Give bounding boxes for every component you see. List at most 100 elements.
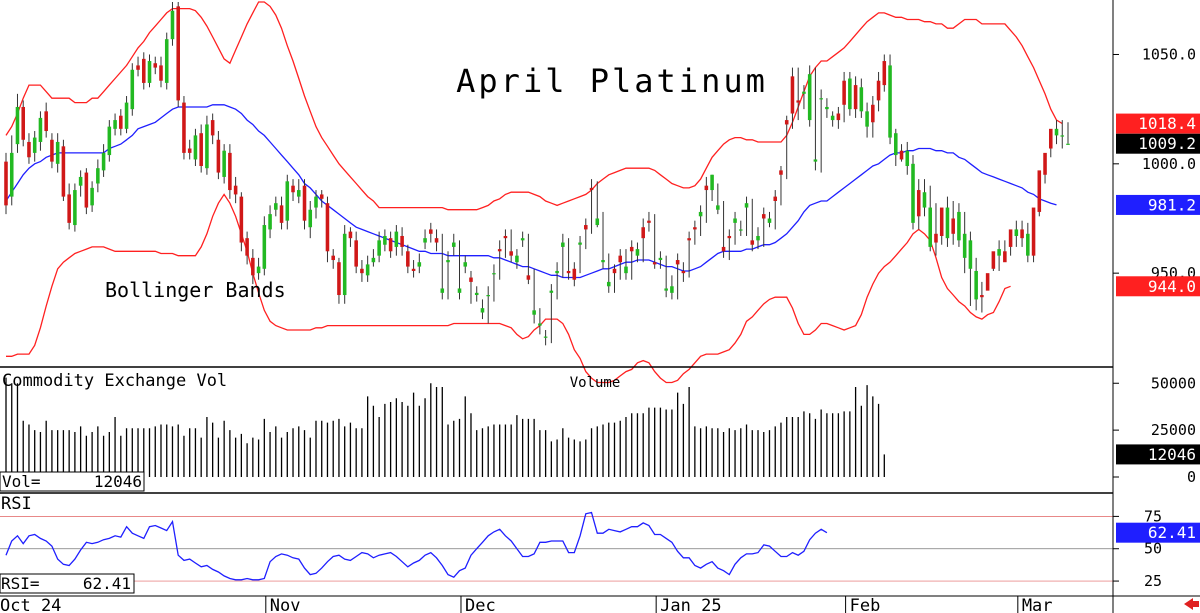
- candle-body: [251, 257, 255, 276]
- candle-body: [348, 231, 353, 239]
- candle-body: [32, 137, 37, 153]
- price-badge: [1116, 194, 1200, 215]
- volume-bars: [5, 377, 885, 477]
- candle-body: [96, 168, 100, 184]
- candle-body: [400, 235, 404, 247]
- candle-body: [624, 266, 628, 274]
- candle-body: [331, 255, 335, 261]
- candle-body: [928, 207, 933, 247]
- candle-body: [210, 120, 215, 136]
- candle-body: [710, 174, 714, 191]
- candle-body: [73, 190, 77, 226]
- candle-body: [509, 251, 513, 256]
- candle-body: [279, 205, 284, 223]
- candle-body: [750, 240, 755, 245]
- candle-body: [434, 238, 439, 243]
- candle-body: [337, 262, 341, 296]
- candle-body: [55, 141, 60, 164]
- candle-body: [652, 262, 657, 265]
- candle-body: [922, 192, 927, 208]
- candle-body: [153, 63, 158, 68]
- candle-body: [957, 211, 961, 241]
- candle-body: [733, 218, 737, 223]
- candle-body: [595, 218, 600, 226]
- rsi-panel: 75 50 25 62.41 RSI RSI= 62.41: [0, 494, 1200, 594]
- candle-body: [842, 80, 846, 105]
- candle-body: [308, 209, 313, 228]
- candle-body: [698, 211, 703, 217]
- candle-body: [647, 220, 651, 223]
- candle-body: [807, 74, 812, 121]
- candlesticks: [4, 2, 1070, 346]
- volume-subtitle: Volume: [570, 375, 621, 391]
- candle-body: [1054, 128, 1059, 136]
- candle-body: [1008, 229, 1013, 247]
- candle-body: [859, 87, 864, 112]
- candle-body: [606, 281, 611, 287]
- candle-body: [618, 255, 623, 263]
- candle-body: [693, 227, 697, 230]
- candle-body: [233, 185, 238, 195]
- candle-body: [182, 102, 186, 153]
- candle-body: [848, 78, 852, 110]
- candle-body: [911, 163, 915, 223]
- candle-body: [377, 240, 381, 256]
- candle-body: [4, 161, 8, 206]
- rsi-badge-label: 62.41: [1148, 523, 1196, 542]
- candle-body: [84, 172, 89, 208]
- candle-body: [813, 159, 818, 162]
- candle-body: [980, 295, 984, 298]
- candle-body: [561, 242, 565, 247]
- candle-body: [451, 242, 456, 247]
- candle-body: [365, 264, 370, 276]
- candle-body: [141, 58, 146, 83]
- candle-body: [159, 65, 163, 81]
- month-label: Oct 24: [0, 596, 61, 613]
- candle-body: [446, 260, 450, 263]
- month-label: Jan 25: [660, 596, 721, 613]
- scroll-right-arrow-icon[interactable]: [1184, 598, 1199, 610]
- candle-body: [836, 113, 841, 121]
- candle-body: [383, 235, 387, 245]
- rsi-readout: RSI= 62.41: [0, 573, 135, 594]
- candle-body: [819, 98, 823, 100]
- candle-body: [790, 76, 795, 114]
- candle-body: [520, 238, 525, 241]
- month-label: Dec: [465, 596, 496, 613]
- candle-body: [314, 196, 318, 208]
- candle-body: [687, 238, 691, 241]
- volume-panel-title: Commodity Exchange Vol: [2, 371, 227, 391]
- candle-body: [354, 240, 358, 267]
- bollinger-bands: [5, 1, 1063, 384]
- candle-body: [130, 69, 135, 110]
- candle-body: [124, 102, 129, 129]
- candle-body: [119, 115, 123, 129]
- candle-body: [406, 251, 410, 267]
- candle-body: [773, 196, 778, 201]
- candle-body: [543, 336, 548, 338]
- candle-body: [641, 227, 645, 239]
- candle-body: [985, 273, 990, 291]
- candle-body: [486, 295, 490, 297]
- candle-body: [371, 257, 376, 263]
- candle-body: [629, 246, 634, 252]
- bollinger-middle-band: [5, 104, 1057, 279]
- candle-body: [417, 262, 422, 267]
- candle-body: [704, 185, 709, 191]
- candle-body: [319, 194, 324, 199]
- candle-body: [572, 268, 577, 280]
- rsi-y-axis: 75 50 25 62.41: [1113, 507, 1200, 590]
- candle-body: [882, 61, 887, 86]
- candle-body: [830, 115, 835, 121]
- candle-body: [164, 39, 169, 83]
- candle-body: [170, 10, 175, 40]
- candle-body: [744, 203, 749, 208]
- candle-body: [9, 152, 14, 197]
- candle-body: [325, 203, 330, 252]
- price-badge-label: 1018.4: [1138, 114, 1196, 133]
- candle-body: [101, 152, 106, 171]
- candle-body: [67, 194, 71, 223]
- candle-body: [876, 80, 881, 101]
